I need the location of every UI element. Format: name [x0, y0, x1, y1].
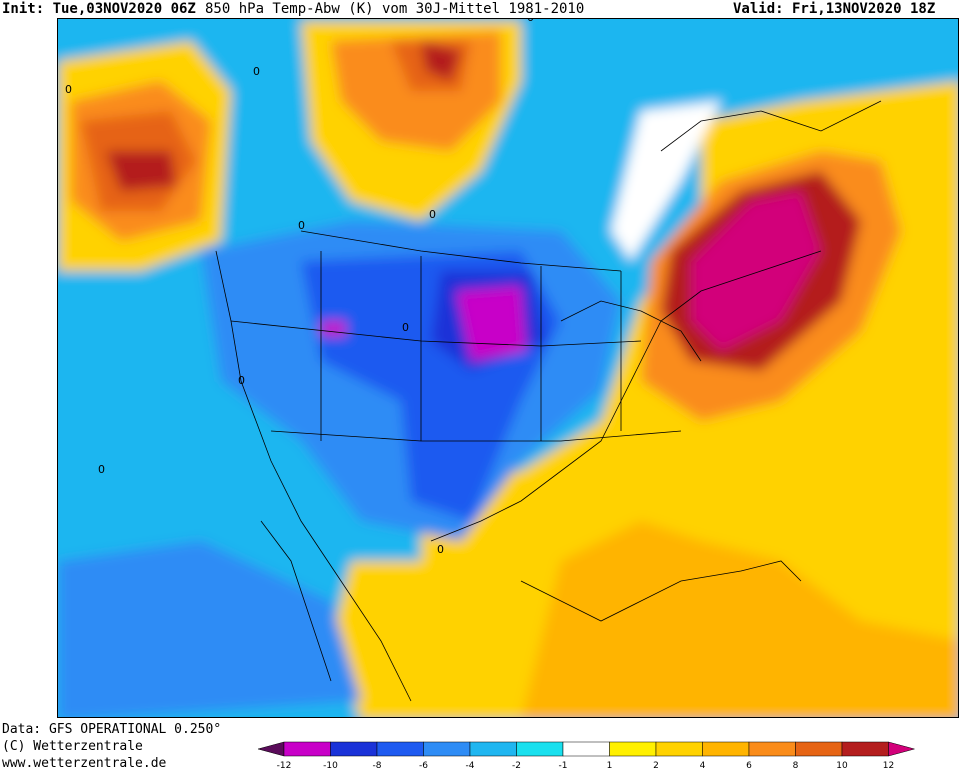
legend-swatch	[841, 741, 889, 757]
contour-label: 0	[98, 463, 105, 476]
data-source: Data: GFS OPERATIONAL 0.250°	[2, 722, 222, 737]
contour-labels: 0 0 0 0 0 0 0 0 0	[65, 19, 534, 556]
legend-swatch	[888, 741, 916, 757]
legend-swatch	[376, 741, 424, 757]
legend-swatch	[562, 741, 610, 757]
contour-label: 0	[527, 19, 534, 24]
contour-label: 0	[65, 83, 72, 96]
legend-tick-label: 10	[836, 761, 848, 771]
legend-tick-label: -8	[373, 761, 382, 771]
legend-tick-label: -4	[466, 761, 475, 771]
boundaries	[215, 100, 882, 702]
legend-tick-label: -2	[512, 761, 521, 771]
legend-bar: -12 -10 -8 -6 -4 -2 -1 1 2 4 6 8 10 12	[257, 741, 916, 771]
legend-swatch	[330, 741, 378, 757]
legend-tick-label: 1	[607, 761, 613, 771]
legend-swatch	[516, 741, 564, 757]
anomaly-fill	[58, 19, 958, 717]
legend-swatch	[423, 741, 471, 757]
website-url: www.wetterzentrale.de	[2, 756, 167, 771]
contour-label: 0	[238, 374, 245, 387]
legend-tick-label: -6	[419, 761, 428, 771]
color-legend: -12 -10 -8 -6 -4 -2 -1 1 2 4 6 8 10 12	[257, 740, 958, 784]
legend-swatch	[609, 741, 657, 757]
legend-tick-label: -10	[323, 761, 338, 771]
legend-swatch	[655, 741, 703, 757]
legend-tick-label: -12	[277, 761, 292, 771]
contour-label: 0	[402, 321, 409, 334]
legend-tick-label: 8	[793, 761, 799, 771]
legend-swatch	[283, 741, 331, 757]
map-header: Init: Tue,03NOV2020 06Z 850 hPa Temp-Abw…	[0, 0, 964, 18]
legend-swatch	[748, 741, 796, 757]
parameter-title: 850 hPa Temp-Abw (K) vom 30J-Mittel 1981…	[205, 1, 585, 17]
copyright: (C) Wetterzentrale	[2, 739, 143, 754]
legend-tick-label: -1	[559, 761, 568, 771]
valid-time: Valid: Fri,13NOV2020 18Z	[733, 1, 936, 17]
map-canvas: 0 0 0 0 0 0 0 0 0	[58, 19, 958, 717]
legend-tick-label: 12	[883, 761, 894, 771]
legend-tick-label: 6	[746, 761, 752, 771]
contour-label: 0	[437, 543, 444, 556]
legend-swatch	[469, 741, 517, 757]
legend-swatch	[795, 741, 843, 757]
contour-label: 0	[253, 65, 260, 78]
contour-label: 0	[298, 219, 305, 232]
legend-swatch	[257, 741, 285, 757]
legend-swatch	[702, 741, 750, 757]
anomaly-map: 0 0 0 0 0 0 0 0 0	[57, 18, 959, 718]
init-time: Init: Tue,03NOV2020 06Z	[2, 1, 196, 17]
contour-label: 0	[429, 208, 436, 221]
legend-tick-label: 2	[653, 761, 659, 771]
legend-tick-label: 4	[700, 761, 706, 771]
